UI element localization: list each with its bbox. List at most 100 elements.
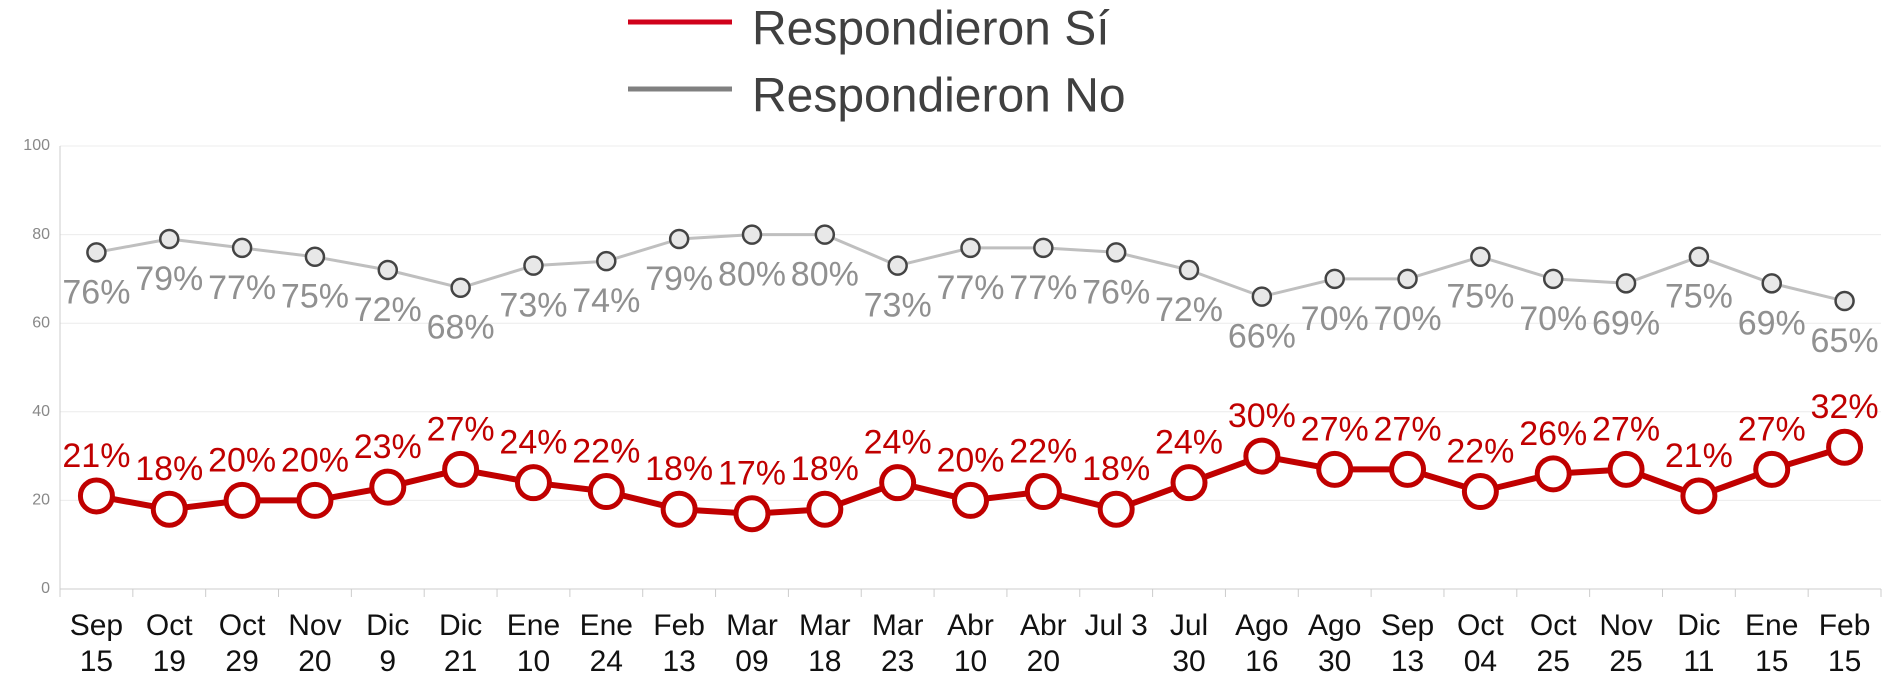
x-tick-label: 29 [225, 645, 258, 677]
marker [86, 242, 107, 263]
marker [660, 490, 698, 528]
data-label: 75% [1665, 278, 1733, 316]
marker [1461, 473, 1499, 511]
marker [1834, 290, 1855, 312]
data-label: 30% [1228, 397, 1296, 435]
data-label: 18% [791, 450, 859, 488]
data-label: 26% [1519, 415, 1587, 453]
marker [1170, 464, 1208, 502]
marker [77, 477, 115, 515]
x-tick-label: 10 [954, 645, 987, 677]
x-tick-label: Oct [1457, 609, 1504, 642]
x-tick-label: Ago [1308, 609, 1361, 642]
x-tick-label: Sep [1381, 609, 1434, 642]
data-label: 65% [1811, 322, 1879, 360]
data-label: 18% [645, 450, 713, 488]
x-tick-label: Ago [1235, 609, 1288, 642]
marker [1324, 268, 1345, 290]
marker [1688, 246, 1710, 267]
marker [377, 259, 399, 281]
x-tick-label: Dic [366, 609, 409, 642]
data-label: 77% [936, 269, 1004, 307]
y-tick-label: 40 [32, 403, 50, 420]
data-label: 68% [427, 309, 495, 347]
marker [814, 224, 836, 245]
x-tick-label: 24 [590, 645, 623, 677]
data-label: 32% [1811, 388, 1879, 426]
y-tick-label: 0 [41, 580, 50, 597]
marker [1753, 450, 1791, 488]
data-label: 23% [354, 428, 422, 466]
x-tick-label: 15 [1828, 645, 1861, 677]
x-tick-label: 04 [1464, 645, 1497, 677]
marker [879, 464, 917, 502]
data-label: 27% [1592, 410, 1660, 448]
data-label: 24% [864, 424, 932, 462]
legend-label: Respondieron Sí [752, 3, 1110, 56]
data-label: 76% [62, 273, 130, 311]
marker [1826, 428, 1864, 466]
data-label: 27% [1738, 410, 1806, 448]
x-tick-label: Oct [1530, 609, 1577, 642]
x-tick-label: 9 [379, 645, 396, 677]
marker [1534, 455, 1572, 493]
x-tick-label: 20 [298, 645, 331, 677]
legend-label: Respondieron No [752, 70, 1126, 123]
data-label: 77% [1009, 269, 1077, 307]
marker [1097, 490, 1135, 528]
marker [1680, 477, 1718, 515]
x-tick-label: 13 [1391, 645, 1424, 677]
data-label: 69% [1738, 304, 1806, 342]
data-label: 80% [718, 256, 786, 294]
x-tick-label: 25 [1609, 645, 1642, 677]
x-tick-label: Oct [146, 609, 193, 642]
data-label: 20% [208, 441, 276, 479]
x-tick-label: Sep [70, 609, 123, 642]
y-tick-label: 100 [23, 137, 50, 154]
x-tick-label: 30 [1318, 645, 1351, 677]
data-label: 24% [1155, 424, 1223, 462]
data-label: 75% [281, 278, 349, 316]
x-tick-label: Jul 3 [1084, 609, 1147, 642]
x-tick-label: Mar [799, 609, 851, 642]
data-label: 20% [936, 441, 1004, 479]
x-tick-label: Dic [439, 609, 482, 642]
x-tick-label: Nov [1599, 609, 1652, 642]
y-tick-label: 80 [32, 226, 50, 243]
data-label: 18% [135, 450, 203, 488]
marker [442, 450, 480, 488]
data-label: 75% [1446, 278, 1514, 316]
y-tick-label: 20 [32, 492, 50, 509]
data-label: 79% [645, 260, 713, 298]
x-tick-label: 15 [1755, 645, 1788, 677]
marker [523, 255, 544, 276]
marker [1024, 473, 1062, 511]
x-tick-label: Ene [580, 609, 633, 642]
data-label: 24% [499, 424, 567, 462]
x-tick-label: Ene [1745, 609, 1798, 642]
data-label: 22% [1009, 433, 1077, 471]
x-tick-label: Mar [872, 609, 924, 642]
data-label: 17% [718, 455, 786, 493]
marker [887, 255, 908, 276]
x-tick-label: 11 [1683, 645, 1714, 677]
marker [668, 228, 690, 250]
data-label: 79% [135, 260, 203, 298]
x-tick-label: 23 [881, 645, 914, 677]
marker [1178, 259, 1200, 281]
marker [1607, 450, 1645, 488]
x-tick-label: Jul [1170, 609, 1208, 642]
data-label: 66% [1228, 318, 1296, 356]
marker [296, 481, 334, 519]
data-label: 27% [1374, 410, 1442, 448]
x-tick-label: 18 [808, 645, 841, 677]
marker [1397, 268, 1418, 290]
marker [806, 490, 844, 528]
marker [1389, 450, 1427, 488]
x-tick-label: 13 [662, 645, 695, 677]
marker [1033, 237, 1054, 259]
x-tick-label: Ene [507, 609, 560, 642]
data-label: 69% [1592, 304, 1660, 342]
data-label: 70% [1301, 300, 1369, 338]
